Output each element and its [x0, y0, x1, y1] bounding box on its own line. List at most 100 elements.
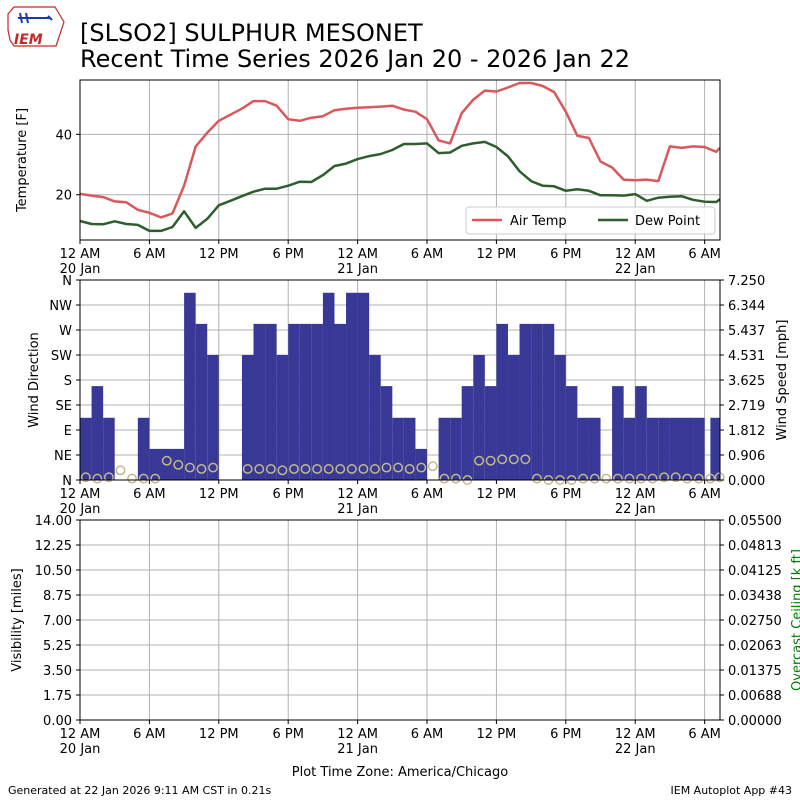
wind-direction-bar-30 — [484, 386, 497, 480]
wind-speed-marker-7 — [161, 455, 172, 466]
wind-direction-bar-17 — [322, 292, 335, 480]
wind-direction-bar-19 — [346, 292, 358, 480]
wind-direction-bar-45 — [669, 417, 682, 480]
wind-direction-bars — [80, 292, 720, 480]
wind-speed-marker-42 — [589, 473, 600, 484]
wind-direction-bar-26 — [438, 417, 451, 480]
wind-speed-tick-label-8: 7.250 — [728, 274, 765, 289]
wind-speed-marker-10 — [196, 464, 207, 474]
wind-direction-bar-13 — [276, 355, 289, 480]
vis-tick-label-5: 8.75 — [43, 589, 72, 604]
wind-speed-marker-13 — [254, 464, 265, 474]
wind-speed-marker-21 — [346, 464, 357, 474]
wind-direction-bar-40 — [612, 386, 624, 480]
wind-direction-bar-12 — [265, 323, 277, 480]
ceiling-y-label: Overcast Ceiling [k ft] — [790, 549, 800, 691]
temp-ytick-label-1: 40 — [55, 128, 72, 143]
temp-xtick-label-9: 6 AM — [688, 247, 721, 262]
temp-xtick-label-6: 12 PM — [477, 247, 517, 262]
visibility-grid — [79, 520, 720, 720]
wind-speed-marker-30 — [450, 473, 461, 484]
wind-speed-marker-52 — [705, 473, 716, 484]
wind-dir-tick-label-6: W — [59, 324, 72, 339]
wind-speed-marker-44 — [612, 473, 623, 484]
wind-speed-marker-48 — [659, 472, 670, 483]
wind-direction-bar-38 — [577, 417, 589, 480]
wind-speed-marker-22 — [358, 464, 369, 474]
wind-speed-marker-3 — [115, 465, 126, 476]
visibility-panel: 0.001.753.505.257.008.7510.5012.2514.00 … — [10, 514, 800, 757]
wind-speed-marker-26 — [404, 464, 415, 474]
wind-speed-marker-11 — [208, 462, 218, 473]
wind-speed-marker-24 — [381, 462, 392, 473]
vis-tick-label-0: 0.00 — [43, 714, 72, 729]
wind-direction-bar-37 — [565, 386, 578, 480]
wind-direction-bar-21 — [369, 355, 381, 480]
wind-panel: N NE E SE S SW W NW N 0.000 0.906 1.812 2.719 3.625 4… — [27, 274, 790, 517]
wind-speed-tick-label-0: 0.000 — [728, 474, 765, 489]
wind-dir-tick-label-0: N — [62, 474, 72, 489]
generated-footer: Generated at 22 Jan 2026 9:11 AM CST in … — [8, 784, 271, 797]
visibility-ticks: 0.00 1.75 3.50 5.25 7.00 8.75 10.50 12.25 14.00 — [35, 514, 80, 729]
timezone-label: Plot Time Zone: America/Chicago — [292, 765, 508, 780]
wind-direction-bar-8 — [195, 323, 208, 480]
wind-speed-marker-28 — [427, 461, 438, 472]
vis-tick-label-1: 1.75 — [43, 689, 72, 704]
wind-speed-tick-label-3: 2.719 — [728, 399, 765, 414]
vis-tick-label-2: 3.50 — [43, 664, 72, 679]
wind-direction-bar-4 — [149, 448, 161, 480]
wind-direction-bar-29 — [473, 355, 485, 480]
wind-speed-marker-8 — [173, 459, 184, 470]
vis-xtick-label-0: 12 AM — [60, 727, 101, 742]
temp-xtick-date-4: 21 Jan — [337, 262, 378, 277]
temp-xtick-label-1: 6 AM — [133, 247, 166, 262]
wind-speed-marker-16 — [289, 464, 299, 474]
vis-xtick-label-5: 6 AM — [411, 727, 444, 742]
wind-speed-marker-12 — [242, 464, 253, 474]
wind-speed-marker-19 — [323, 464, 334, 474]
wind-direction-bar-24 — [403, 417, 416, 480]
vis-xtick-date-8: 22 Jan — [615, 742, 656, 757]
ceiling-tick-label-1: 0.00688 — [728, 689, 782, 704]
wind-dir-tick-label-5: SW — [51, 349, 72, 364]
wind-dir-tick-label-1: NE — [54, 449, 72, 464]
legend-air-temp-label: Air Temp — [510, 214, 567, 229]
wind-direction-label: Wind Direction — [27, 332, 42, 428]
vis-xtick-label-8: 12 AM — [615, 727, 656, 742]
wind-speed-marker-50 — [682, 473, 693, 484]
wind-direction-bar-6 — [172, 448, 185, 480]
vis-tick-label-6: 10.50 — [35, 564, 72, 579]
wind-dir-tick-label-3: SE — [56, 399, 72, 414]
wind-direction-bar-10 — [241, 355, 254, 480]
vis-xtick-label-6: 12 PM — [477, 727, 517, 742]
wind-direction-bar-25 — [415, 448, 428, 480]
wind-speed-marker-36 — [520, 454, 531, 465]
wind-direction-bar-47 — [693, 417, 705, 480]
wind-speed-marker-51 — [693, 473, 704, 484]
temp-xtick-label-8: 12 AM — [615, 247, 656, 262]
wind-direction-bar-23 — [392, 417, 404, 480]
dew-point-line — [79, 140, 721, 233]
wind-barb-icon — [18, 12, 53, 24]
temp-xtick-label-7: 6 PM — [550, 247, 581, 262]
title-line-2: Recent Time Series 2026 Jan 20 - 2026 Ja… — [80, 45, 630, 73]
wind-xtick-date-4: 21 Jan — [337, 502, 378, 517]
wind-speed-marker-1 — [92, 473, 103, 484]
wind-speed-marker-6 — [150, 473, 161, 484]
vis-tick-label-4: 7.00 — [43, 614, 72, 629]
wind-xtick-label-8: 12 AM — [615, 487, 656, 502]
wind-speed-marker-0 — [80, 472, 91, 483]
vis-xtick-label-9: 6 AM — [688, 727, 721, 742]
wind-speed-marker-46 — [636, 473, 646, 484]
vis-xtick-label-2: 12 PM — [199, 727, 239, 742]
wind-direction-bar-15 — [299, 323, 312, 480]
vis-xtick-label-3: 6 PM — [272, 727, 303, 742]
ceiling-tick-label-4: 0.02750 — [728, 614, 782, 629]
wind-xtick-label-9: 6 AM — [688, 487, 721, 502]
wind-dir-tick-label-4: S — [64, 374, 72, 389]
ceiling-ticks: 0.00000 0.00688 0.01375 0.02063 0.02750 0.034… — [720, 514, 782, 729]
wind-direction-bar-11 — [253, 323, 266, 480]
